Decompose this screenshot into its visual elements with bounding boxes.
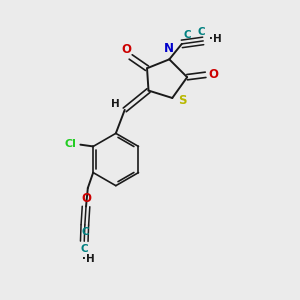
Text: Cl: Cl [64,139,76,149]
Text: S: S [178,94,187,107]
Text: O: O [82,192,92,205]
Text: C: C [80,244,88,254]
Text: O: O [208,68,219,81]
Text: C: C [81,227,89,237]
Text: ·H: ·H [82,254,95,264]
Text: N: N [164,42,174,55]
Text: C: C [183,30,191,40]
Text: C: C [197,27,205,37]
Text: O: O [122,43,132,56]
Text: H: H [111,99,120,109]
Text: ·H: ·H [208,34,221,44]
